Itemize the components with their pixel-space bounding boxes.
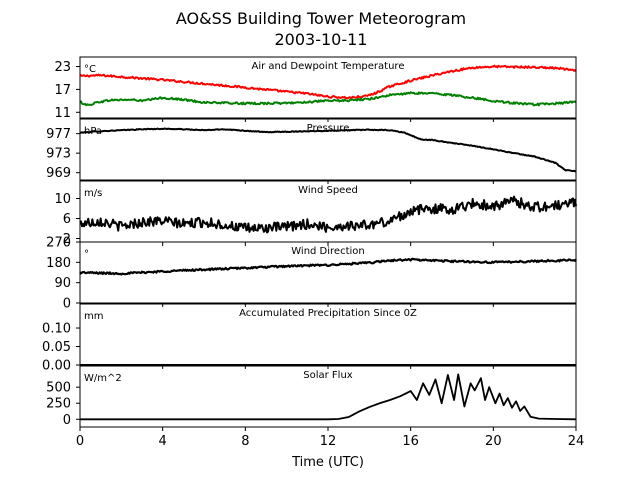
y-tick-label-precip-0: 0.00 (42, 359, 71, 374)
y-tick-label-pressure-2: 977 (46, 127, 71, 142)
time-axis: 0 4 8 12 16 20 24 (76, 434, 584, 449)
panel-precip: 0.00 0.05 0.10 Accumulated Precipitation Si… (42, 303, 577, 374)
panel-title-pressure: Pressure (307, 123, 350, 134)
panel-unit-winddir: ° (84, 249, 89, 260)
panel-title-temp: Air and Dewpoint Temperature (252, 61, 405, 72)
panel-windspeed: 2 6 10 Wind Speed m/s (54, 180, 577, 247)
y-tick-label-windspeed-0: 2 (63, 232, 71, 247)
x-tick-label-3: 12 (320, 434, 337, 449)
y-tick-label-windspeed-1: 6 (63, 212, 71, 227)
y-tick-label-temp-0: 11 (54, 106, 71, 121)
series-line-temp-1 (79, 91, 577, 107)
panel-unit-windspeed: m/s (84, 188, 102, 199)
x-tick-label-1: 4 (159, 434, 167, 449)
panel-unit-temp: °C (84, 64, 96, 75)
y-tick-label-temp-2: 23 (54, 60, 71, 75)
panel-title-windspeed: Wind Speed (298, 185, 358, 196)
series-line-temp-0 (79, 64, 577, 100)
y-tick-label-winddir-1: 90 (54, 276, 71, 291)
x-tick-label-0: 0 (76, 434, 84, 449)
panel-title-precip: Accumulated Precipitation Since 0Z (239, 308, 417, 319)
x-tick-label-2: 8 (241, 434, 249, 449)
panel-pressure: 969 973 977 Pressure hPa (46, 118, 577, 184)
figure-title: AO&SS Building Tower Meteorogram (176, 9, 466, 28)
y-tick-label-winddir-2: 180 (46, 256, 71, 271)
y-tick-label-winddir-0: 0 (63, 297, 71, 312)
y-tick-label-pressure-1: 973 (46, 147, 71, 162)
panel-unit-solar: W/m^2 (84, 373, 122, 384)
panel-unit-pressure: hPa (84, 126, 102, 137)
y-tick-label-solar-1: 250 (46, 397, 71, 412)
series-line-solar-0 (80, 373, 577, 421)
y-tick-label-precip-2: 0.10 (42, 322, 71, 337)
y-tick-label-pressure-0: 969 (46, 166, 71, 181)
y-tick-label-solar-0: 0 (63, 413, 71, 428)
x-tick-label-5: 20 (485, 434, 502, 449)
y-tick-label-precip-1: 0.05 (42, 340, 71, 355)
y-tick-label-windspeed-2: 10 (54, 192, 71, 207)
series-line-winddir-0 (79, 257, 577, 276)
figure-subtitle: 2003-10-11 (275, 30, 368, 49)
y-tick-label-temp-1: 17 (54, 83, 71, 98)
panel-temp: 11 17 23 Air and Dewpoint Temperature °C (54, 56, 577, 122)
panel-winddir: 0 90 180 270 Wind Direction ° (46, 236, 577, 312)
x-tick-label-4: 16 (402, 434, 419, 449)
series-line-pressure-0 (79, 127, 577, 173)
y-tick-label-winddir-3: 270 (46, 236, 71, 251)
y-tick-label-solar-2: 500 (46, 381, 71, 396)
x-tick-label-6: 24 (568, 434, 585, 449)
panel-title-winddir: Wind Direction (291, 246, 365, 257)
x-axis-label: Time (UTC) (291, 455, 364, 470)
panel-unit-precip: mm (84, 311, 103, 322)
panel-title-solar: Solar Flux (303, 370, 353, 381)
series-line-windspeed-0 (79, 195, 577, 234)
